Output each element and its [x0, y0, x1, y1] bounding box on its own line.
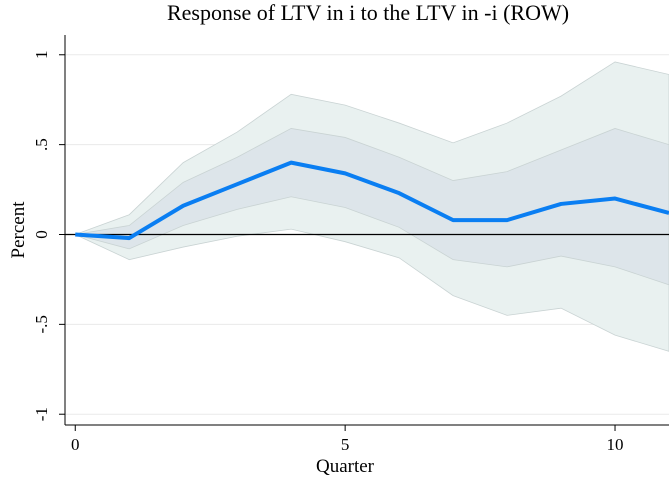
- line: [75, 160, 669, 241]
- y-axis-label: Percent: [8, 201, 29, 259]
- y-tick-label: 1: [32, 51, 51, 60]
- y-tick-label: -.5: [32, 315, 51, 333]
- y-tick-label: .5: [32, 138, 51, 151]
- y-tick-label: 0: [32, 230, 51, 239]
- x-tick-label: 0: [71, 435, 80, 454]
- x-tick-label: 10: [607, 435, 624, 454]
- x-tick-label: 5: [341, 435, 350, 454]
- confidence-band: [75, 128, 669, 286]
- y-tick-label: -1: [32, 407, 51, 421]
- x-axis-label: Quarter: [316, 456, 375, 477]
- chart-title: Response of LTV in i to the LTV in -i (R…: [167, 0, 569, 25]
